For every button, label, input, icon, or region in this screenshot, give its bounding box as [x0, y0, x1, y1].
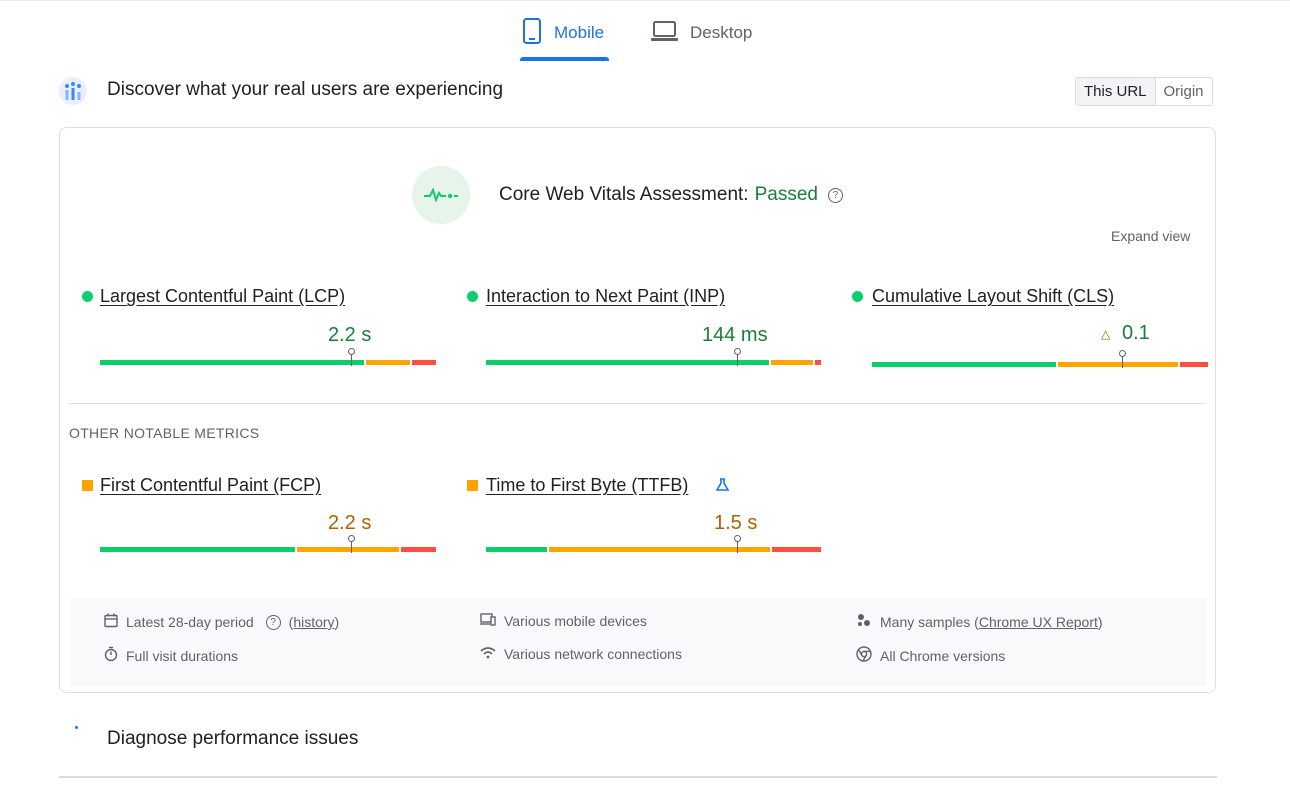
cls-title[interactable]: Cumulative Layout Shift (CLS): [872, 286, 1115, 306]
lcp-marker: [348, 348, 355, 366]
info-period: Latest 28-day period ? (history): [104, 613, 339, 631]
info-versions: All Chrome versions: [856, 646, 1005, 665]
info-durations: Full visit durations: [104, 646, 238, 665]
fcp-title[interactable]: First Contentful Paint (FCP): [100, 475, 322, 495]
inp-marker: [734, 348, 741, 366]
info-devices: Various mobile devices: [480, 613, 647, 629]
help-icon[interactable]: ?: [827, 187, 843, 203]
devices-text: Various mobile devices: [504, 613, 647, 629]
devices-icon: [480, 613, 496, 629]
field-data-card: [59, 127, 1216, 693]
laptop-icon: [651, 20, 678, 47]
fcp-marker: [348, 535, 355, 553]
lcp-title[interactable]: Largest Contentful Paint (LCP): [100, 286, 346, 306]
section-divider: [69, 403, 1206, 404]
data-info-panel: [70, 598, 1206, 686]
history-link[interactable]: history: [293, 614, 335, 630]
fcp-distribution-bar: [100, 547, 436, 552]
lab-data-icon: [75, 726, 78, 729]
wifi-icon: [480, 646, 496, 662]
crux-link[interactable]: Chrome UX Report: [978, 614, 1098, 630]
diagnose-title: Diagnose performance issues: [107, 728, 359, 749]
samples-icon: [856, 613, 872, 631]
average-status-square: [467, 480, 478, 491]
ttfb-marker: [734, 535, 741, 553]
cls-distribution-bar: [872, 362, 1208, 367]
experimental-flask-icon: [715, 478, 730, 497]
warning-icon: △: [1101, 327, 1111, 341]
expand-view-link[interactable]: Expand view: [1111, 228, 1191, 244]
bottom-divider: [59, 776, 1217, 778]
phone-icon: [522, 17, 542, 49]
assessment-status: Passed: [754, 184, 818, 205]
fcp-value: 2.2 s: [328, 512, 372, 534]
network-text: Various network connections: [504, 646, 682, 662]
ttfb-value: 1.5 s: [714, 512, 758, 534]
cwv-assessment: Core Web Vitals Assessment: Passed ?: [499, 184, 843, 206]
tab-mobile-label: Mobile: [554, 23, 605, 42]
assessment-label: Core Web Vitals Assessment:: [499, 184, 749, 205]
help-icon[interactable]: ?: [265, 614, 281, 630]
top-border: [0, 0, 1290, 1]
tab-mobile[interactable]: Mobile: [522, 17, 605, 49]
inp-distribution-bar: [486, 360, 821, 365]
ttfb-title[interactable]: Time to First Byte (TTFB): [486, 475, 689, 495]
section-title: Discover what your real users are experi…: [107, 79, 504, 100]
chrome-icon: [856, 646, 872, 665]
inp-title[interactable]: Interaction to Next Paint (INP): [486, 286, 726, 306]
crux-users-icon: [59, 77, 87, 105]
cls-value: 0.1: [1122, 322, 1150, 344]
versions-text: All Chrome versions: [880, 647, 1006, 664]
ttfb-distribution-bar: [486, 547, 821, 552]
url-origin-toggle[interactable]: This URL Origin: [1075, 77, 1213, 106]
average-status-square: [82, 480, 93, 491]
lcp-distribution-bar: [100, 360, 436, 365]
calendar-icon: [104, 613, 118, 631]
active-tab-indicator: [520, 57, 609, 61]
good-status-dot: [82, 291, 93, 302]
durations-text: Full visit durations: [126, 647, 239, 664]
lcp-value: 2.2 s: [328, 324, 372, 346]
good-status-dot: [467, 291, 478, 302]
good-status-dot: [852, 291, 863, 302]
cls-marker: [1119, 350, 1126, 368]
info-network: Various network connections: [480, 646, 682, 662]
stopwatch-icon: [104, 646, 118, 665]
tab-desktop[interactable]: Desktop: [651, 18, 752, 48]
pulse-icon: [412, 166, 470, 224]
period-text: Latest 28-day period: [126, 614, 254, 630]
info-samples: Many samples (Chrome UX Report): [856, 613, 1103, 631]
other-metrics-heading: OTHER NOTABLE METRICS: [69, 425, 260, 441]
this-url-button[interactable]: This URL: [1076, 78, 1156, 105]
inp-value: 144 ms: [702, 324, 768, 346]
samples-text: Many samples: [880, 614, 971, 630]
origin-button[interactable]: Origin: [1163, 83, 1204, 100]
tab-desktop-label: Desktop: [690, 23, 753, 42]
